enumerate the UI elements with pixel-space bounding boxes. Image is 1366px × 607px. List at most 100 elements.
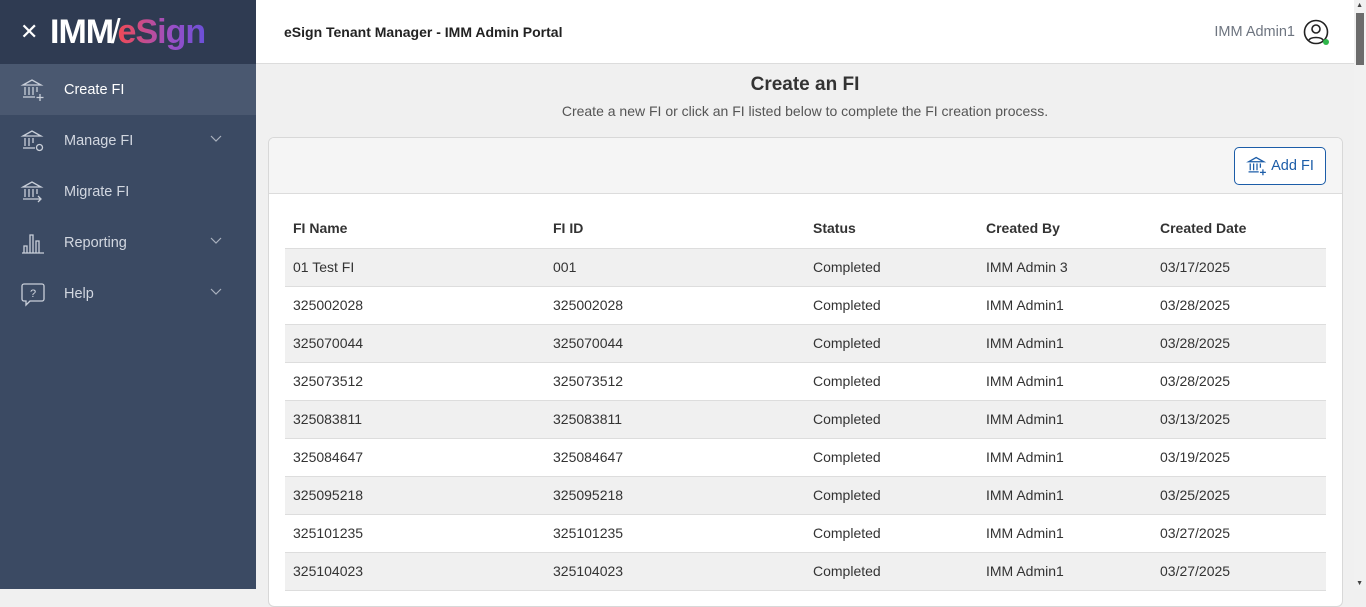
sidebar-item-help[interactable]: ? Help (0, 268, 256, 319)
table-cell: 03/13/2025 (1152, 400, 1326, 439)
table-cell: Completed (805, 552, 978, 591)
table-cell: Completed (805, 514, 978, 553)
column-header: FI Name (285, 209, 545, 249)
table-row[interactable]: 325073512 325073512 Completed IMM Admin1 03/… (285, 362, 1326, 401)
bank-plus-icon (1246, 156, 1267, 176)
app-title: eSign Tenant Manager - IMM Admin Portal (284, 24, 563, 40)
bank-arrow-icon (20, 180, 44, 202)
column-header: Created Date (1152, 209, 1326, 249)
scroll-up-icon[interactable]: ▲ (1356, 2, 1363, 9)
table-cell: 001 (545, 248, 805, 287)
table-cell: 03/17/2025 (1152, 248, 1326, 287)
table-cell: 325073512 (285, 362, 545, 401)
table-cell: IMM Admin1 (978, 514, 1152, 553)
add-fi-button[interactable]: Add FI (1234, 147, 1326, 185)
table-cell: Completed (805, 438, 978, 477)
online-status-dot (1323, 39, 1329, 45)
table-cell: Completed (805, 248, 978, 287)
table-row[interactable]: 325101235 325101235 Completed IMM Admin1 03/… (285, 514, 1326, 553)
table-cell: Completed (805, 400, 978, 439)
table-cell: 325002028 (545, 286, 805, 325)
table-row[interactable]: 325104023 325104023 Completed IMM Admin1 03/… (285, 552, 1326, 591)
table-cell: 325084647 (545, 438, 805, 477)
table-cell: IMM Admin1 (978, 362, 1152, 401)
table-cell: 01 Test FI (285, 248, 545, 287)
table-cell: 325084647 (285, 438, 545, 477)
table-cell: Completed (805, 476, 978, 515)
close-menu-icon[interactable]: ✕ (20, 19, 39, 44)
table-cell: IMM Admin1 (978, 400, 1152, 439)
table-cell: 03/28/2025 (1152, 286, 1326, 325)
bar-chart-icon (22, 233, 44, 254)
help-bubble-icon: ? (21, 282, 45, 307)
chevron-down-icon[interactable] (210, 285, 222, 297)
table-cell: 03/27/2025 (1152, 514, 1326, 553)
table-cell: 325101235 (545, 514, 805, 553)
table-cell: 325095218 (285, 476, 545, 515)
column-header: Created By (978, 209, 1152, 249)
column-header: FI ID (545, 209, 805, 249)
page-scrollbar[interactable]: ▲ ▼ (1354, 0, 1366, 589)
user-name: IMM Admin1 (1214, 24, 1295, 40)
table-header-row: FI Name FI ID Status Created By Created Date (285, 209, 1326, 249)
user-avatar-icon[interactable] (1303, 19, 1329, 45)
table-cell: IMM Admin 3 (978, 248, 1152, 287)
table-cell: 325101235 (285, 514, 545, 553)
table-cell: IMM Admin1 (978, 286, 1152, 325)
table-cell: 325070044 (545, 324, 805, 363)
sidebar: ✕ IMM / eSign Create FI Manage FI Migrate FI… (0, 0, 256, 589)
scrollbar-thumb[interactable] (1356, 13, 1364, 65)
sidebar-item-label: Migrate FI (64, 183, 130, 200)
user-menu[interactable]: IMM Admin1 (1214, 19, 1329, 45)
table-cell: 325083811 (285, 400, 545, 439)
sidebar-item-reporting[interactable]: Reporting (0, 217, 256, 268)
table-cell: 325083811 (545, 400, 805, 439)
brand-bar: ✕ IMM / eSign (0, 0, 256, 64)
top-header: eSign Tenant Manager - IMM Admin Portal … (256, 0, 1354, 64)
table-cell: 03/27/2025 (1152, 552, 1326, 591)
column-header: Status (805, 209, 978, 249)
chevron-down-icon[interactable] (210, 132, 222, 144)
chevron-down-icon[interactable] (210, 234, 222, 246)
table-row[interactable]: 325070044 325070044 Completed IMM Admin1 03/… (285, 324, 1326, 363)
table-cell: 325104023 (285, 552, 545, 591)
sidebar-item-manage-fi[interactable]: Manage FI (0, 115, 256, 166)
bank-gear-icon (20, 129, 44, 151)
card-toolbar: Add FI (269, 138, 1342, 194)
table-row[interactable]: 01 Test FI 001 Completed IMM Admin 3 03/17/2… (285, 248, 1326, 287)
table-cell: 03/19/2025 (1152, 438, 1326, 477)
sidebar-item-label: Create FI (64, 81, 125, 98)
sidebar-item-label: Reporting (64, 234, 127, 251)
table-row[interactable]: 325002028 325002028 Completed IMM Admin1 03/… (285, 286, 1326, 325)
table-cell: IMM Admin1 (978, 476, 1152, 515)
table-cell: Completed (805, 362, 978, 401)
table-cell: 03/28/2025 (1152, 324, 1326, 363)
logo: IMM / eSign (50, 12, 206, 51)
table-row[interactable]: 325095218 325095218 Completed IMM Admin1 03/… (285, 476, 1326, 515)
bank-plus-icon (20, 78, 44, 101)
table-cell: 325070044 (285, 324, 545, 363)
scroll-down-icon[interactable]: ▼ (1356, 580, 1363, 587)
sidebar-item-create-fi[interactable]: Create FI (0, 64, 256, 115)
svg-text:?: ? (30, 288, 36, 300)
table-row[interactable]: 325083811 325083811 Completed IMM Admin1 03/… (285, 400, 1326, 439)
sidebar-item-label: Help (64, 285, 94, 302)
table-cell: 325095218 (545, 476, 805, 515)
table-cell: 325104023 (545, 552, 805, 591)
table-cell: 03/25/2025 (1152, 476, 1326, 515)
sidebar-item-label: Manage FI (64, 132, 134, 149)
sidebar-item-migrate-fi[interactable]: Migrate FI (0, 166, 256, 217)
table-row[interactable]: 325084647 325084647 Completed IMM Admin1 03/… (285, 438, 1326, 477)
page-title: Create an FI (750, 74, 860, 95)
table-cell: 03/28/2025 (1152, 362, 1326, 401)
table-cell: IMM Admin1 (978, 552, 1152, 591)
fi-table: FI Name FI ID Status Created By Created Date… (285, 209, 1326, 591)
table-cell: Completed (805, 286, 978, 325)
fi-list-card: Add FI FI Name FI ID Status Created By Creat… (268, 137, 1343, 607)
table-cell: 325002028 (285, 286, 545, 325)
table-cell: IMM Admin1 (978, 324, 1152, 363)
page-subtitle: Create a new FI or click an FI listed be… (561, 103, 1049, 119)
table-cell: 325073512 (545, 362, 805, 401)
table-cell: Completed (805, 324, 978, 363)
table-cell: IMM Admin1 (978, 438, 1152, 477)
